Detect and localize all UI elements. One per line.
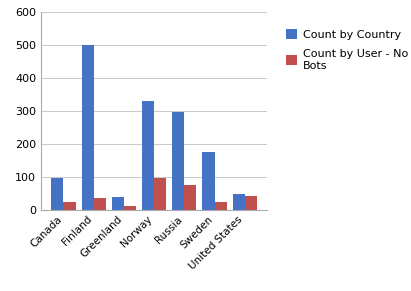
Bar [94, 198, 106, 210]
Bar [203, 152, 215, 210]
Bar [142, 101, 154, 210]
Bar [124, 205, 136, 210]
Bar [245, 196, 257, 210]
Bar [82, 45, 94, 210]
Bar [154, 178, 166, 210]
Bar [215, 202, 226, 210]
Bar [172, 111, 185, 210]
Legend: Count by Country, Count by User - No
Bots: Count by Country, Count by User - No Bot… [284, 27, 410, 73]
Bar [112, 197, 124, 210]
Bar [233, 194, 245, 210]
Bar [63, 202, 76, 210]
Bar [185, 185, 196, 210]
Bar [51, 178, 63, 210]
